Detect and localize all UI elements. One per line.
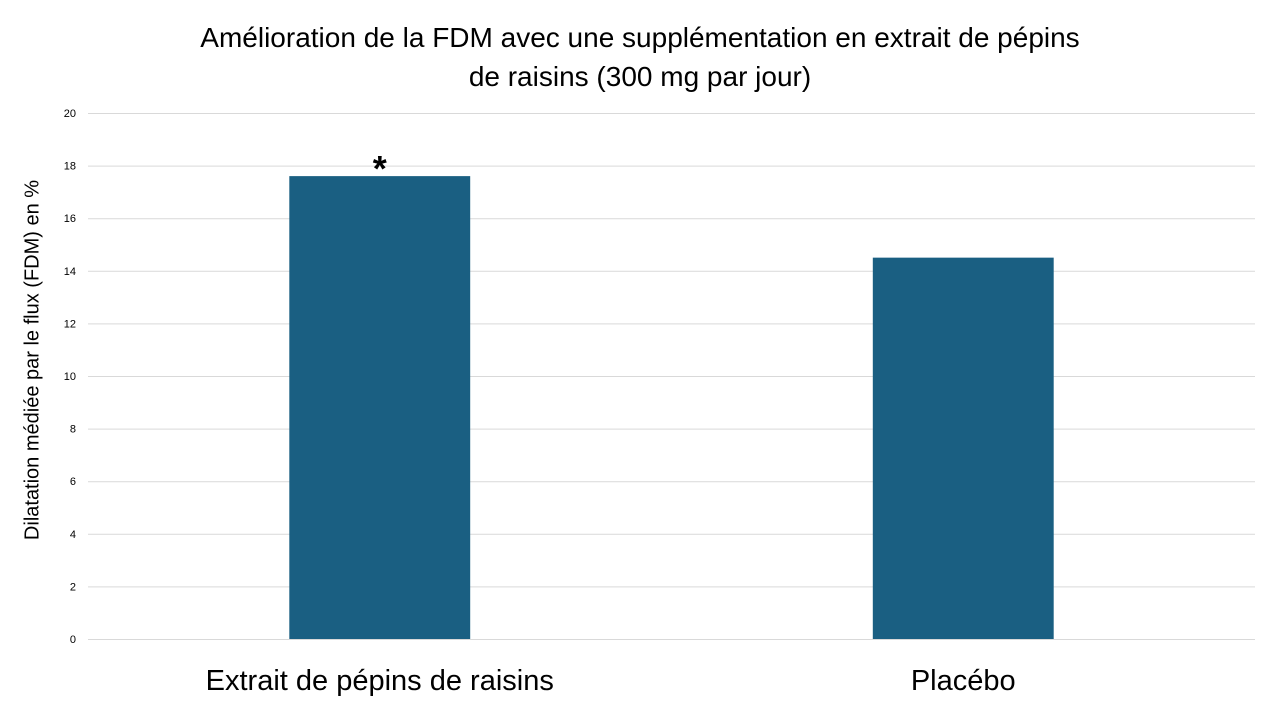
y-tick-label: 18 xyxy=(64,161,76,173)
y-tick-label: 16 xyxy=(64,213,76,225)
bars xyxy=(289,176,1054,639)
y-axis-ticks: 0 2 4 6 8 10 12 14 16 18 20 xyxy=(64,108,76,646)
y-tick-label: 4 xyxy=(70,529,76,541)
chart-title: Amélioration de la FDM avec une suppléme… xyxy=(0,18,1280,96)
significance-marker: * xyxy=(373,148,387,189)
y-tick-label: 12 xyxy=(64,318,76,330)
annotations: * xyxy=(373,148,387,189)
y-tick-label: 6 xyxy=(70,476,76,488)
bar xyxy=(872,257,1054,639)
y-tick-label: 8 xyxy=(70,424,76,436)
y-tick-label: 2 xyxy=(70,581,76,593)
chart-title-line-2: de raisins (300 mg par jour) xyxy=(468,61,812,92)
x-axis-categories: Extrait de pépins de raisins Placébo xyxy=(206,665,1016,697)
chart-title-line-1: Amélioration de la FDM avec une suppléme… xyxy=(200,22,1080,53)
bar xyxy=(289,176,471,639)
y-tick-label: 10 xyxy=(64,371,76,383)
category-label: Placébo xyxy=(911,665,1016,697)
y-tick-label: 0 xyxy=(70,634,76,646)
y-tick-label: 20 xyxy=(64,108,76,120)
gridlines xyxy=(88,113,1255,640)
category-label: Extrait de pépins de raisins xyxy=(206,665,554,697)
y-tick-label: 14 xyxy=(64,266,76,278)
